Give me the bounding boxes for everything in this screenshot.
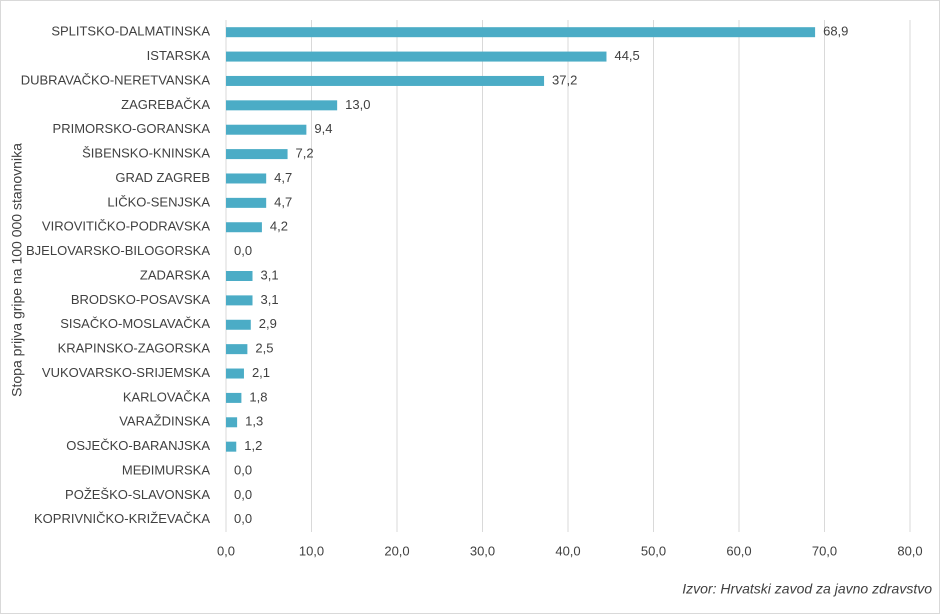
y-tick-label: DUBRAVAČKO-NERETVANSKA: [21, 72, 211, 87]
y-tick-label: KOPRIVNIČKO-KRIŽEVAČKA: [34, 511, 210, 526]
data-label: 13,0: [345, 97, 370, 112]
x-tick-label: 30,0: [470, 543, 495, 558]
y-tick-label: BJELOVARSKO-BILOGORSKA: [26, 243, 210, 258]
y-tick-label: LIČKO-SENJSKA: [107, 194, 210, 209]
bar: [226, 75, 545, 86]
data-label: 2,5: [255, 341, 273, 356]
data-label: 4,7: [274, 170, 292, 185]
bar: [226, 173, 267, 184]
x-tick-label: 20,0: [384, 543, 409, 558]
x-tick-label: 50,0: [641, 543, 666, 558]
data-label: 0,0: [234, 487, 252, 502]
bar: [226, 197, 267, 208]
y-tick-label: ISTARSKA: [147, 48, 211, 63]
y-tick-label: ZADARSKA: [140, 267, 210, 282]
x-tick-label: 10,0: [299, 543, 324, 558]
y-tick-label: POŽEŠKO-SLAVONSKA: [65, 487, 210, 502]
data-label: 2,9: [259, 316, 277, 331]
data-label: 4,7: [274, 194, 292, 209]
bar: [226, 417, 238, 428]
y-tick-label: SPLITSKO-DALMATINSKA: [51, 24, 210, 39]
bar: [226, 271, 253, 281]
data-label: 37,2: [552, 72, 577, 87]
y-tick-label: KRAPINSKO-ZAGORSKA: [58, 341, 211, 356]
data-label: 7,2: [296, 146, 314, 161]
bar: [226, 51, 607, 62]
data-label: 0,0: [234, 243, 252, 258]
bar: [226, 295, 253, 306]
y-tick-label: PRIMORSKO-GORANSKA: [53, 121, 211, 136]
y-tick-label: BRODSKO-POSAVSKA: [71, 292, 211, 307]
data-label: 3,1: [261, 292, 279, 307]
y-tick-label: OSJEČKO-BARANJSKA: [66, 438, 210, 453]
source: Izvor: Hrvatski zavod za javno zdravstvo: [682, 581, 932, 597]
y-tick-label: VIROVITIČKO-PODRAVSKA: [42, 219, 210, 234]
bar: [226, 368, 244, 379]
data-label: 68,9: [823, 24, 848, 39]
y-tick-label: SISAČKO-MOSLAVAČKA: [60, 316, 210, 331]
y-tick-label: GRAD ZAGREB: [115, 170, 210, 185]
y-axis-title: Stopa prijva gripe na 100 000 stanovnika: [9, 143, 25, 397]
y-tick-label: VARAŽDINSKA: [119, 414, 210, 429]
data-label: 1,2: [244, 438, 262, 453]
bar: [226, 149, 288, 160]
bar: [226, 100, 338, 111]
data-label: 0,0: [234, 462, 252, 477]
data-label: 3,1: [261, 267, 279, 282]
bar: [226, 392, 242, 403]
data-label: 1,3: [245, 414, 263, 429]
y-tick-label: VUKOVARSKO-SRIJEMSKA: [42, 365, 210, 380]
data-label: 4,2: [270, 219, 288, 234]
data-label: 0,0: [234, 511, 252, 526]
y-tick-label: ZAGREBAČKA: [121, 97, 210, 112]
x-tick-label: 0,0: [217, 543, 235, 558]
y-tick-label: ŠIBENSKO-KNINSKA: [82, 146, 210, 161]
bar: [226, 344, 248, 355]
x-tick-label: 40,0: [555, 543, 580, 558]
data-label: 2,1: [252, 365, 270, 380]
bar: [226, 441, 237, 452]
bar: [226, 222, 262, 233]
data-label: 44,5: [614, 48, 639, 63]
bar: [226, 27, 816, 38]
y-tick-label: KARLOVAČKA: [123, 389, 211, 404]
x-tick-label: 60,0: [726, 543, 751, 558]
x-tick-label: 70,0: [812, 543, 837, 558]
data-label: 1,8: [249, 389, 267, 404]
bar: [226, 124, 307, 135]
data-label: 9,4: [314, 121, 332, 136]
bar: [226, 319, 251, 330]
x-tick-label: 80,0: [897, 543, 922, 558]
y-tick-label: MEĐIMURSKA: [122, 462, 210, 477]
